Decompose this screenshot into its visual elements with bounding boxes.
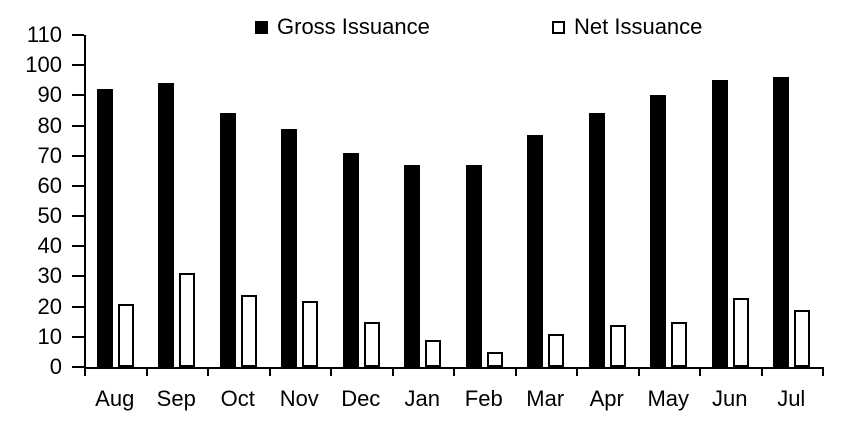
bar-net-mar — [548, 333, 565, 367]
y-axis-tick-mark — [72, 215, 84, 218]
legend-item-net-issuance: Net Issuance — [552, 14, 702, 40]
x-axis-tick-mark — [84, 367, 86, 376]
y-axis-tick-mark — [72, 184, 84, 187]
y-axis-tick-mark — [72, 366, 84, 368]
bar-net-aug — [117, 303, 134, 367]
x-axis-label-apr: Apr — [589, 386, 624, 411]
bar-net-jan — [425, 339, 442, 367]
x-axis-tick-mark — [514, 367, 517, 376]
y-axis-tick-label: 60 — [37, 172, 62, 198]
y-axis-tick-label: 10 — [37, 323, 62, 349]
y-axis-tick-label: 110 — [26, 22, 62, 47]
y-axis-tick-label: 0 — [49, 354, 62, 379]
bar-gross-aug — [96, 89, 113, 367]
x-axis-label-mar: Mar — [526, 386, 565, 411]
y-axis-tick-label: 30 — [37, 263, 62, 289]
y-axis-tick-mark — [72, 154, 84, 157]
y-axis-tick-label: 20 — [37, 293, 62, 319]
bar-net-jun — [732, 297, 749, 367]
x-axis-label-may: May — [647, 386, 690, 411]
bar-gross-dec — [342, 152, 359, 367]
y-axis-tick-mark — [72, 34, 84, 36]
y-axis-tick-label: 100 — [25, 52, 62, 78]
bar-gross-jun — [711, 80, 728, 367]
net-issuance-swatch-icon — [552, 20, 565, 34]
x-axis-label-feb: Feb — [464, 386, 503, 411]
x-axis-label-jun: Jun — [712, 386, 748, 411]
y-axis-tick-label: 70 — [37, 142, 62, 168]
x-axis-tick-mark — [391, 367, 394, 376]
x-axis-tick-mark — [637, 367, 640, 376]
bar-net-sep — [179, 273, 196, 367]
bar-net-jul — [794, 309, 811, 367]
y-axis-tick-label: 40 — [37, 233, 62, 259]
y-axis-tick-label: 50 — [37, 203, 62, 229]
y-axis-tick-mark — [72, 335, 84, 338]
y-axis-line — [84, 35, 86, 369]
x-axis-tick-mark — [207, 367, 209, 376]
x-axis-tick-mark — [268, 367, 271, 376]
bar-gross-jul — [773, 77, 790, 367]
bar-gross-mar — [527, 134, 544, 367]
x-axis-tick-mark — [453, 367, 455, 376]
x-axis-label-oct: Oct — [220, 386, 255, 411]
bar-net-may — [671, 321, 688, 367]
legend-item-gross-issuance: Gross Issuance — [255, 14, 430, 40]
bar-gross-apr — [588, 113, 605, 367]
x-axis-label-aug: Aug — [95, 386, 135, 411]
y-axis-tick-mark — [72, 124, 84, 127]
bar-net-dec — [363, 321, 380, 367]
legend-label-net-issuance: Net Issuance — [574, 14, 703, 39]
y-axis-tick-label: 80 — [37, 112, 62, 138]
bar-net-feb — [486, 351, 503, 367]
bar-gross-may — [650, 95, 667, 367]
bar-gross-sep — [158, 83, 175, 367]
x-axis-label-sep: Sep — [156, 386, 196, 411]
legend-label-gross-issuance: Gross Issuance — [277, 14, 430, 39]
x-axis-tick-mark — [330, 367, 332, 376]
y-axis-tick-mark — [72, 94, 84, 97]
y-axis-tick-mark — [72, 305, 84, 308]
x-axis-tick-mark — [760, 367, 763, 376]
x-axis-label-nov: Nov — [279, 386, 319, 411]
gross-issuance-swatch-icon — [255, 20, 268, 34]
x-axis-label-jul: Jul — [777, 386, 806, 411]
bar-gross-nov — [281, 128, 298, 367]
bar-gross-feb — [465, 164, 482, 367]
y-axis-tick-mark — [72, 245, 84, 248]
y-axis-tick-mark — [72, 64, 84, 67]
bar-gross-jan — [404, 164, 421, 367]
bar-gross-oct — [219, 113, 236, 367]
x-axis-tick-mark — [576, 367, 578, 376]
y-axis-tick-mark — [72, 275, 84, 278]
x-axis-tick-mark — [699, 367, 701, 376]
bar-net-nov — [302, 300, 319, 367]
x-axis-label-dec: Dec — [341, 386, 381, 411]
x-axis-tick-mark — [822, 367, 824, 376]
bar-net-apr — [609, 324, 626, 367]
y-axis-tick-label: 90 — [37, 82, 62, 108]
x-axis-label-jan: Jan — [404, 386, 440, 411]
bar-net-oct — [240, 294, 257, 367]
x-axis-tick-mark — [145, 367, 148, 376]
